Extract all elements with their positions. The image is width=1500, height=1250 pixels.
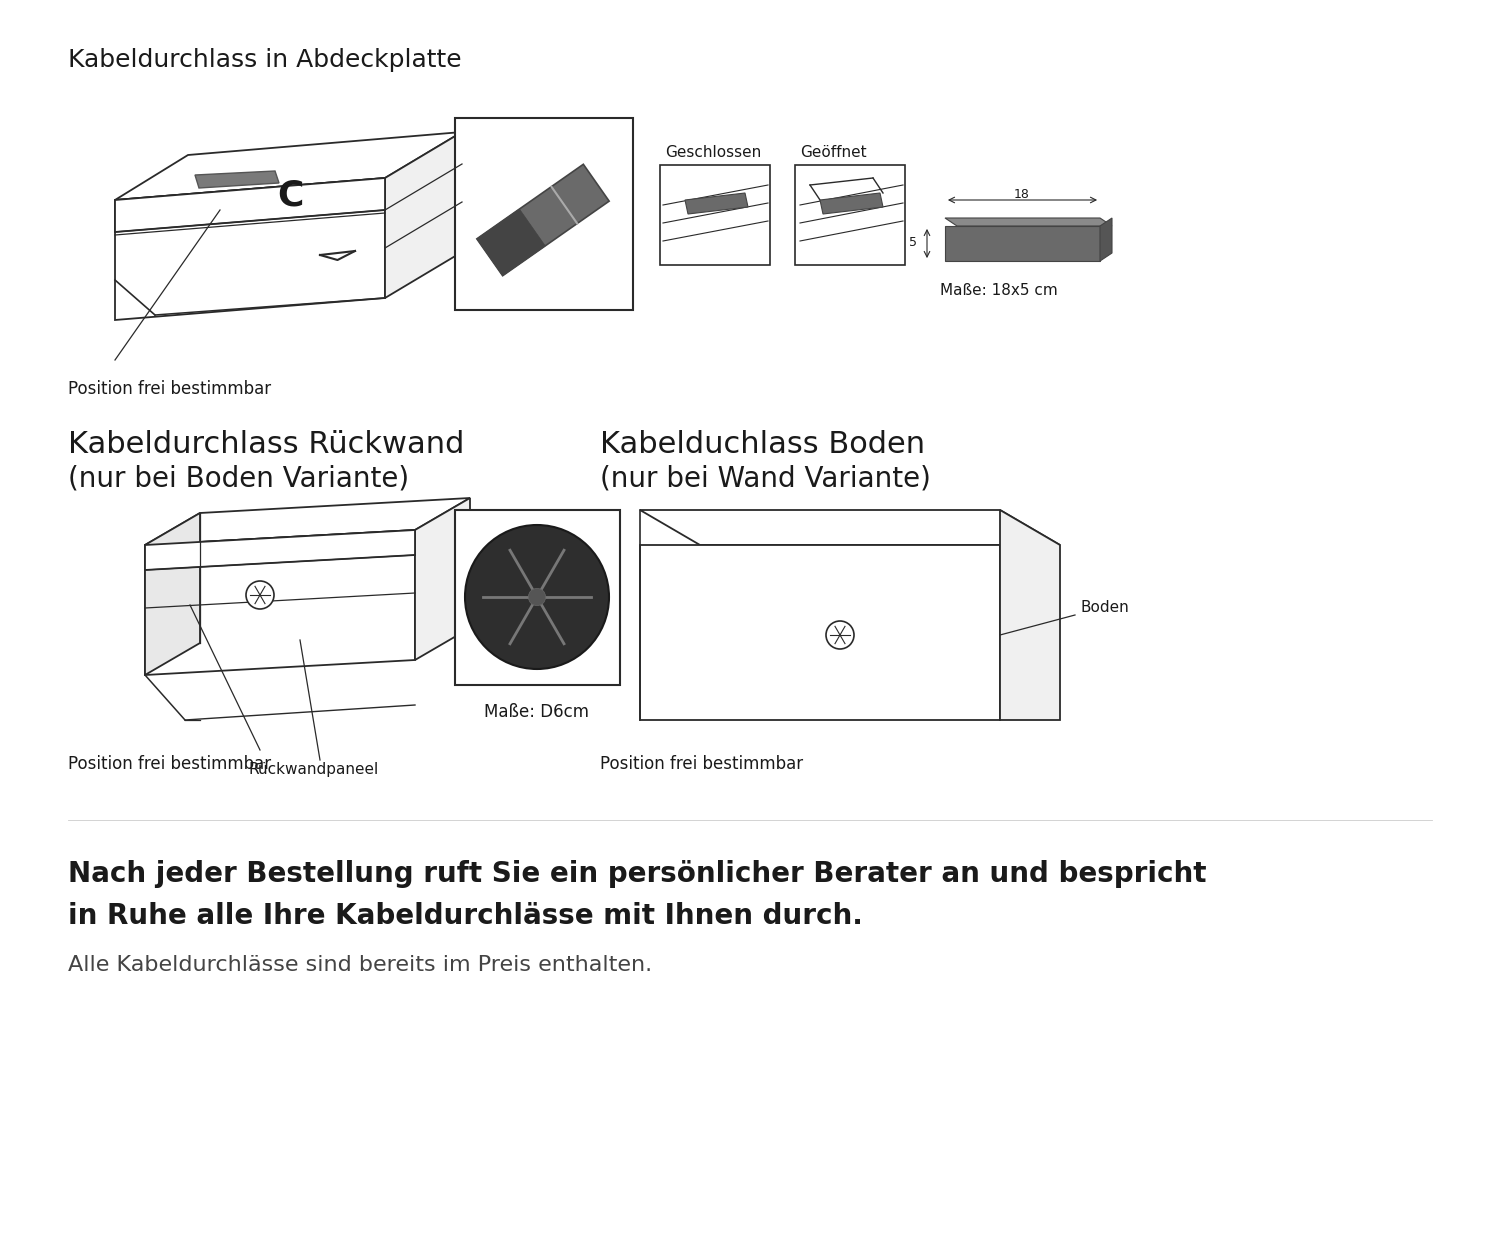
Text: Kabeldurchlass Rückwand: Kabeldurchlass Rückwand — [68, 430, 465, 459]
Polygon shape — [945, 226, 1100, 261]
Text: Maße: 18x5 cm: Maße: 18x5 cm — [940, 282, 1058, 298]
Circle shape — [246, 581, 274, 609]
Polygon shape — [686, 192, 748, 214]
Polygon shape — [386, 132, 462, 298]
Polygon shape — [477, 164, 609, 276]
Text: (nur bei Boden Variante): (nur bei Boden Variante) — [68, 465, 410, 492]
Polygon shape — [640, 510, 1060, 545]
Polygon shape — [821, 192, 884, 214]
Polygon shape — [146, 512, 200, 675]
Polygon shape — [146, 498, 470, 545]
Polygon shape — [416, 498, 470, 660]
Text: Rückwandpaneel: Rückwandpaneel — [248, 762, 378, 778]
Text: Position frei bestimmbar: Position frei bestimmbar — [68, 380, 272, 398]
Text: (nur bei Wand Variante): (nur bei Wand Variante) — [600, 465, 932, 492]
Text: Boden: Boden — [1080, 600, 1128, 615]
Polygon shape — [1100, 217, 1112, 261]
Polygon shape — [146, 530, 416, 675]
Polygon shape — [477, 209, 546, 276]
Text: 5: 5 — [909, 236, 916, 250]
Text: 18: 18 — [1014, 188, 1031, 201]
Polygon shape — [1000, 510, 1060, 720]
Polygon shape — [640, 545, 1000, 720]
Bar — [454, 118, 633, 310]
Text: C: C — [278, 177, 303, 212]
Polygon shape — [116, 177, 386, 232]
Text: Position frei bestimmbar: Position frei bestimmbar — [68, 755, 272, 772]
Text: Maße: D6cm: Maße: D6cm — [484, 703, 590, 721]
Text: Kabelduchlass Boden: Kabelduchlass Boden — [600, 430, 926, 459]
Text: Kabeldurchlass in Abdeckplatte: Kabeldurchlass in Abdeckplatte — [68, 48, 462, 72]
Text: Nach jeder Bestellung ruft Sie ein persönlicher Berater an und bespricht: Nach jeder Bestellung ruft Sie ein persö… — [68, 860, 1206, 887]
Polygon shape — [195, 171, 279, 187]
Circle shape — [465, 525, 609, 669]
Circle shape — [528, 589, 546, 606]
Polygon shape — [116, 177, 386, 320]
Circle shape — [827, 621, 854, 649]
Polygon shape — [146, 530, 416, 570]
Text: Geöffnet: Geöffnet — [800, 145, 867, 160]
Bar — [660, 165, 770, 265]
Text: Geschlossen: Geschlossen — [664, 145, 760, 160]
Polygon shape — [945, 217, 1112, 226]
Text: in Ruhe alle Ihre Kabeldurchlässe mit Ihnen durch.: in Ruhe alle Ihre Kabeldurchlässe mit Ih… — [68, 902, 862, 930]
Bar — [795, 165, 904, 265]
Text: Alle Kabeldurchlässe sind bereits im Preis enthalten.: Alle Kabeldurchlässe sind bereits im Pre… — [68, 955, 652, 975]
Text: Position frei bestimmbar: Position frei bestimmbar — [600, 755, 802, 772]
Bar — [454, 510, 620, 685]
Polygon shape — [116, 132, 462, 200]
